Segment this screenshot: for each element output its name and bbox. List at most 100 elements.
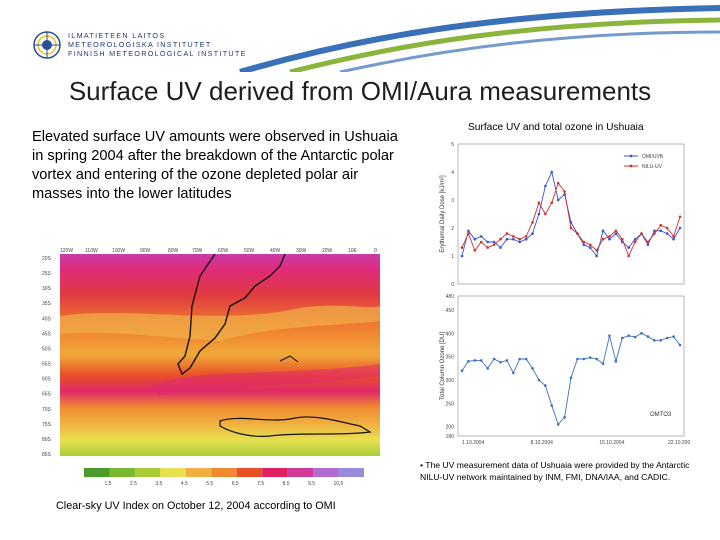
map-lon-label: 60W (218, 248, 229, 254)
map-lat-label: 35S (42, 301, 52, 307)
map-lat-label: 45S (42, 331, 52, 337)
data-point (460, 254, 464, 258)
data-point (576, 357, 579, 361)
map-lon-label: 120W (60, 248, 73, 254)
data-point (524, 235, 528, 238)
y-axis-label: Erythemal Daily Dose [kJ/m²] (440, 175, 446, 253)
data-point (588, 243, 592, 247)
data-point (467, 232, 470, 235)
map-caption: Clear-sky UV Index on October 12, 2004 a… (56, 500, 336, 512)
map-lon-label: 100W (112, 248, 125, 254)
data-point (627, 254, 631, 258)
y-tick-label: 2 (451, 226, 454, 232)
colorbar-tick: 7.5 (257, 481, 264, 486)
data-point (531, 232, 534, 235)
map-lat-label: 80S (42, 437, 52, 443)
y-tick-label: 3 (451, 198, 454, 204)
data-point (659, 223, 663, 227)
institute-name: ILMATIETEEN LAITOS METEOROLOGISKA INSTIT… (68, 31, 247, 58)
map-lon-label: 30W (296, 248, 307, 254)
data-point (531, 367, 534, 370)
map-lon-labels: 120W 110W 100W 90W 80W 70W 60W 50W 40W 3… (60, 248, 377, 254)
data-point (505, 232, 509, 235)
data-point (665, 336, 669, 340)
map-lon-label: 70W (192, 248, 203, 254)
colorbar-swatch (211, 468, 237, 477)
colorbar-tick: 10.5 (334, 481, 344, 486)
map-lon-label: 20W (322, 248, 333, 254)
data-point (633, 335, 637, 339)
colorbar: 1.5 2.5 3.5 4.5 5.5 6.5 7.5 8.5 9.5 10.5 (84, 468, 364, 486)
colorbar-tick: 9.5 (308, 481, 315, 486)
data-point (659, 339, 663, 342)
data-point (537, 378, 541, 382)
data-point (665, 226, 669, 230)
data-point (556, 198, 560, 202)
data-point (467, 360, 470, 363)
map-lon-label: 80W (168, 248, 179, 254)
data-point (653, 229, 656, 233)
data-point (601, 237, 605, 241)
institute-logo-icon (33, 31, 61, 59)
y-tick-label: 480 (446, 294, 455, 300)
map-lat-label: 25S (42, 271, 52, 277)
data-point (633, 240, 637, 244)
data-point (646, 335, 650, 338)
colorbar-swatch (236, 468, 263, 477)
slide-title: Surface UV derived from OMI/Aura measure… (68, 76, 652, 106)
colorbar-swatch (313, 468, 339, 477)
data-point (492, 243, 496, 247)
data-point (582, 243, 586, 247)
colorbar-tick: 3.5 (155, 481, 162, 486)
data-point (467, 229, 470, 233)
logo-line: METEOROLOGISKA INSTITUTET (68, 40, 212, 49)
data-point (640, 232, 643, 235)
colorbar-swatch (185, 468, 212, 477)
data-point (595, 254, 598, 258)
colorbar-tick: 1.5 (104, 481, 111, 486)
data-point (537, 212, 541, 216)
colorbar-tick: 2.5 (130, 481, 137, 486)
data-point (518, 237, 522, 241)
series-annotation: OMTO3 (650, 412, 672, 418)
y-tick-label: 400 (446, 331, 455, 337)
data-point (595, 249, 598, 252)
data-point (569, 226, 573, 230)
data-point (460, 369, 464, 372)
y-tick-label: 200 (446, 425, 455, 431)
colorbar-swatch (287, 468, 314, 477)
y-tick-label: 180 (446, 434, 455, 440)
map-lat-label: 60S (42, 377, 52, 383)
data-point (672, 335, 675, 338)
data-point (518, 357, 522, 361)
data-point (627, 334, 631, 337)
map-lat-label: 75S (42, 422, 52, 428)
data-point (672, 235, 675, 238)
colorbar-tick: 5.5 (206, 481, 213, 486)
data-point (511, 371, 515, 375)
x-tick-label: 1.10.2004 (462, 440, 484, 446)
colorbar-swatch (338, 468, 364, 477)
data-point (550, 170, 554, 174)
y-tick-label: 250 (446, 401, 455, 407)
data-point (608, 334, 611, 337)
data-point (531, 221, 534, 224)
data-point (678, 343, 682, 347)
map-lat-label: 20S (42, 256, 52, 262)
legend-label: NILU-UV (642, 164, 663, 170)
data-point (620, 237, 624, 241)
data-point (633, 237, 637, 241)
data-point (614, 360, 618, 363)
map-lon-label: 110W (85, 248, 98, 254)
chart-title: Surface UV and total ozone in Ushuaia (468, 122, 644, 133)
colorbar-swatch (109, 468, 135, 477)
map-lon-label: 90W (140, 248, 151, 254)
data-point (479, 240, 483, 244)
data-point (601, 362, 605, 365)
legend-marker (629, 154, 633, 158)
data-point (486, 367, 489, 370)
colorbar-swatch (134, 468, 161, 477)
map-lat-label: 65S (42, 392, 52, 398)
data-point (486, 240, 489, 244)
data-point (544, 212, 547, 216)
